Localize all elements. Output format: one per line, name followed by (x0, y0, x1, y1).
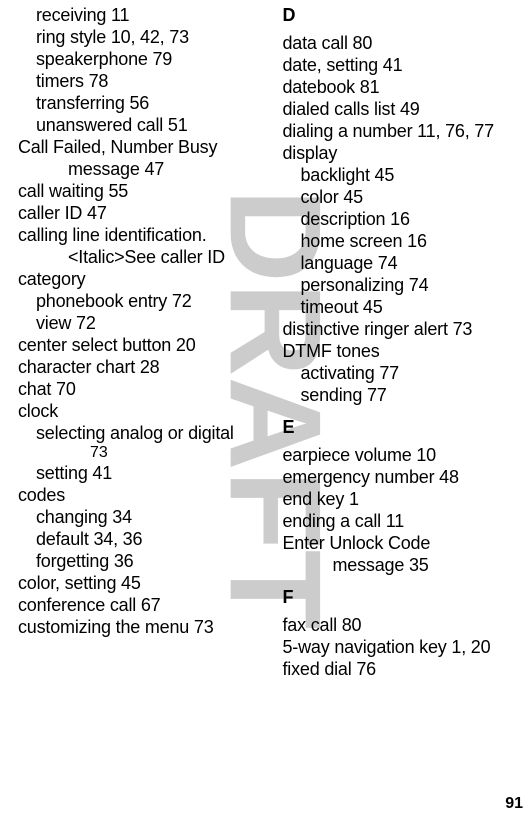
index-entry: phonebook entry 72 (36, 290, 259, 312)
index-entry: Enter Unlock Code (283, 532, 524, 554)
index-entry: chat 70 (18, 378, 259, 400)
index-entry: timers 78 (36, 70, 259, 92)
index-entry: 73 (90, 444, 259, 462)
index-entry: conference call 67 (18, 594, 259, 616)
index-entry: fax call 80 (283, 614, 524, 636)
index-entry: unanswered call 51 (36, 114, 259, 136)
index-entry: setting 41 (36, 462, 259, 484)
index-entry: transferring 56 (36, 92, 259, 114)
index-entry: display (283, 142, 524, 164)
index-entry: call waiting 55 (18, 180, 259, 202)
index-entry: data call 80 (283, 32, 524, 54)
index-entry: forgetting 36 (36, 550, 259, 572)
index-entry: ring style 10, 42, 73 (36, 26, 259, 48)
index-entry: color, setting 45 (18, 572, 259, 594)
index-entry: caller ID 47 (18, 202, 259, 224)
index-entry: date, setting 41 (283, 54, 524, 76)
index-entry: personalizing 74 (301, 274, 524, 296)
index-entry: <Italic>See caller ID (68, 246, 259, 268)
index-entry: activating 77 (301, 362, 524, 384)
index-entry: calling line identification. (18, 224, 259, 246)
index-entry: color 45 (301, 186, 524, 208)
right-column: Ddata call 80date, setting 41datebook 81… (265, 4, 529, 680)
index-entry: message 35 (333, 554, 524, 576)
index-entry: dialed calls list 49 (283, 98, 524, 120)
index-entry: dialing a number 11, 76, 77 (283, 120, 524, 142)
index-entry: message 47 (68, 158, 259, 180)
index-entry: customizing the menu 73 (18, 616, 259, 638)
index-entry: 5-way navigation key 1, 20 (283, 636, 524, 658)
index-entry: D (283, 4, 524, 26)
index-entry: F (283, 586, 524, 608)
index-entry: character chart 28 (18, 356, 259, 378)
index-entry: Call Failed, Number Busy (18, 136, 259, 158)
index-entry: timeout 45 (301, 296, 524, 318)
index-entry: distinctive ringer alert 73 (283, 318, 524, 340)
index-entry: E (283, 416, 524, 438)
index-entry: emergency number 48 (283, 466, 524, 488)
page-number: 91 (505, 795, 523, 813)
index-page: DRAFT receiving 11ring style 10, 42, 73s… (0, 0, 529, 817)
index-entry: home screen 16 (301, 230, 524, 252)
index-entry: end key 1 (283, 488, 524, 510)
index-entry: center select button 20 (18, 334, 259, 356)
index-entry: ending a call 11 (283, 510, 524, 532)
index-entry: view 72 (36, 312, 259, 334)
index-content: receiving 11ring style 10, 42, 73speaker… (0, 0, 529, 680)
index-entry: earpiece volume 10 (283, 444, 524, 466)
index-entry: receiving 11 (36, 4, 259, 26)
left-column: receiving 11ring style 10, 42, 73speaker… (0, 4, 265, 680)
index-entry: datebook 81 (283, 76, 524, 98)
index-entry: fixed dial 76 (283, 658, 524, 680)
index-entry: selecting analog or digital (36, 422, 259, 444)
index-entry: clock (18, 400, 259, 422)
index-entry: backlight 45 (301, 164, 524, 186)
index-entry: sending 77 (301, 384, 524, 406)
index-entry: default 34, 36 (36, 528, 259, 550)
index-entry: description 16 (301, 208, 524, 230)
index-entry: changing 34 (36, 506, 259, 528)
index-entry: language 74 (301, 252, 524, 274)
index-entry: codes (18, 484, 259, 506)
index-entry: speakerphone 79 (36, 48, 259, 70)
index-entry: DTMF tones (283, 340, 524, 362)
index-entry: category (18, 268, 259, 290)
